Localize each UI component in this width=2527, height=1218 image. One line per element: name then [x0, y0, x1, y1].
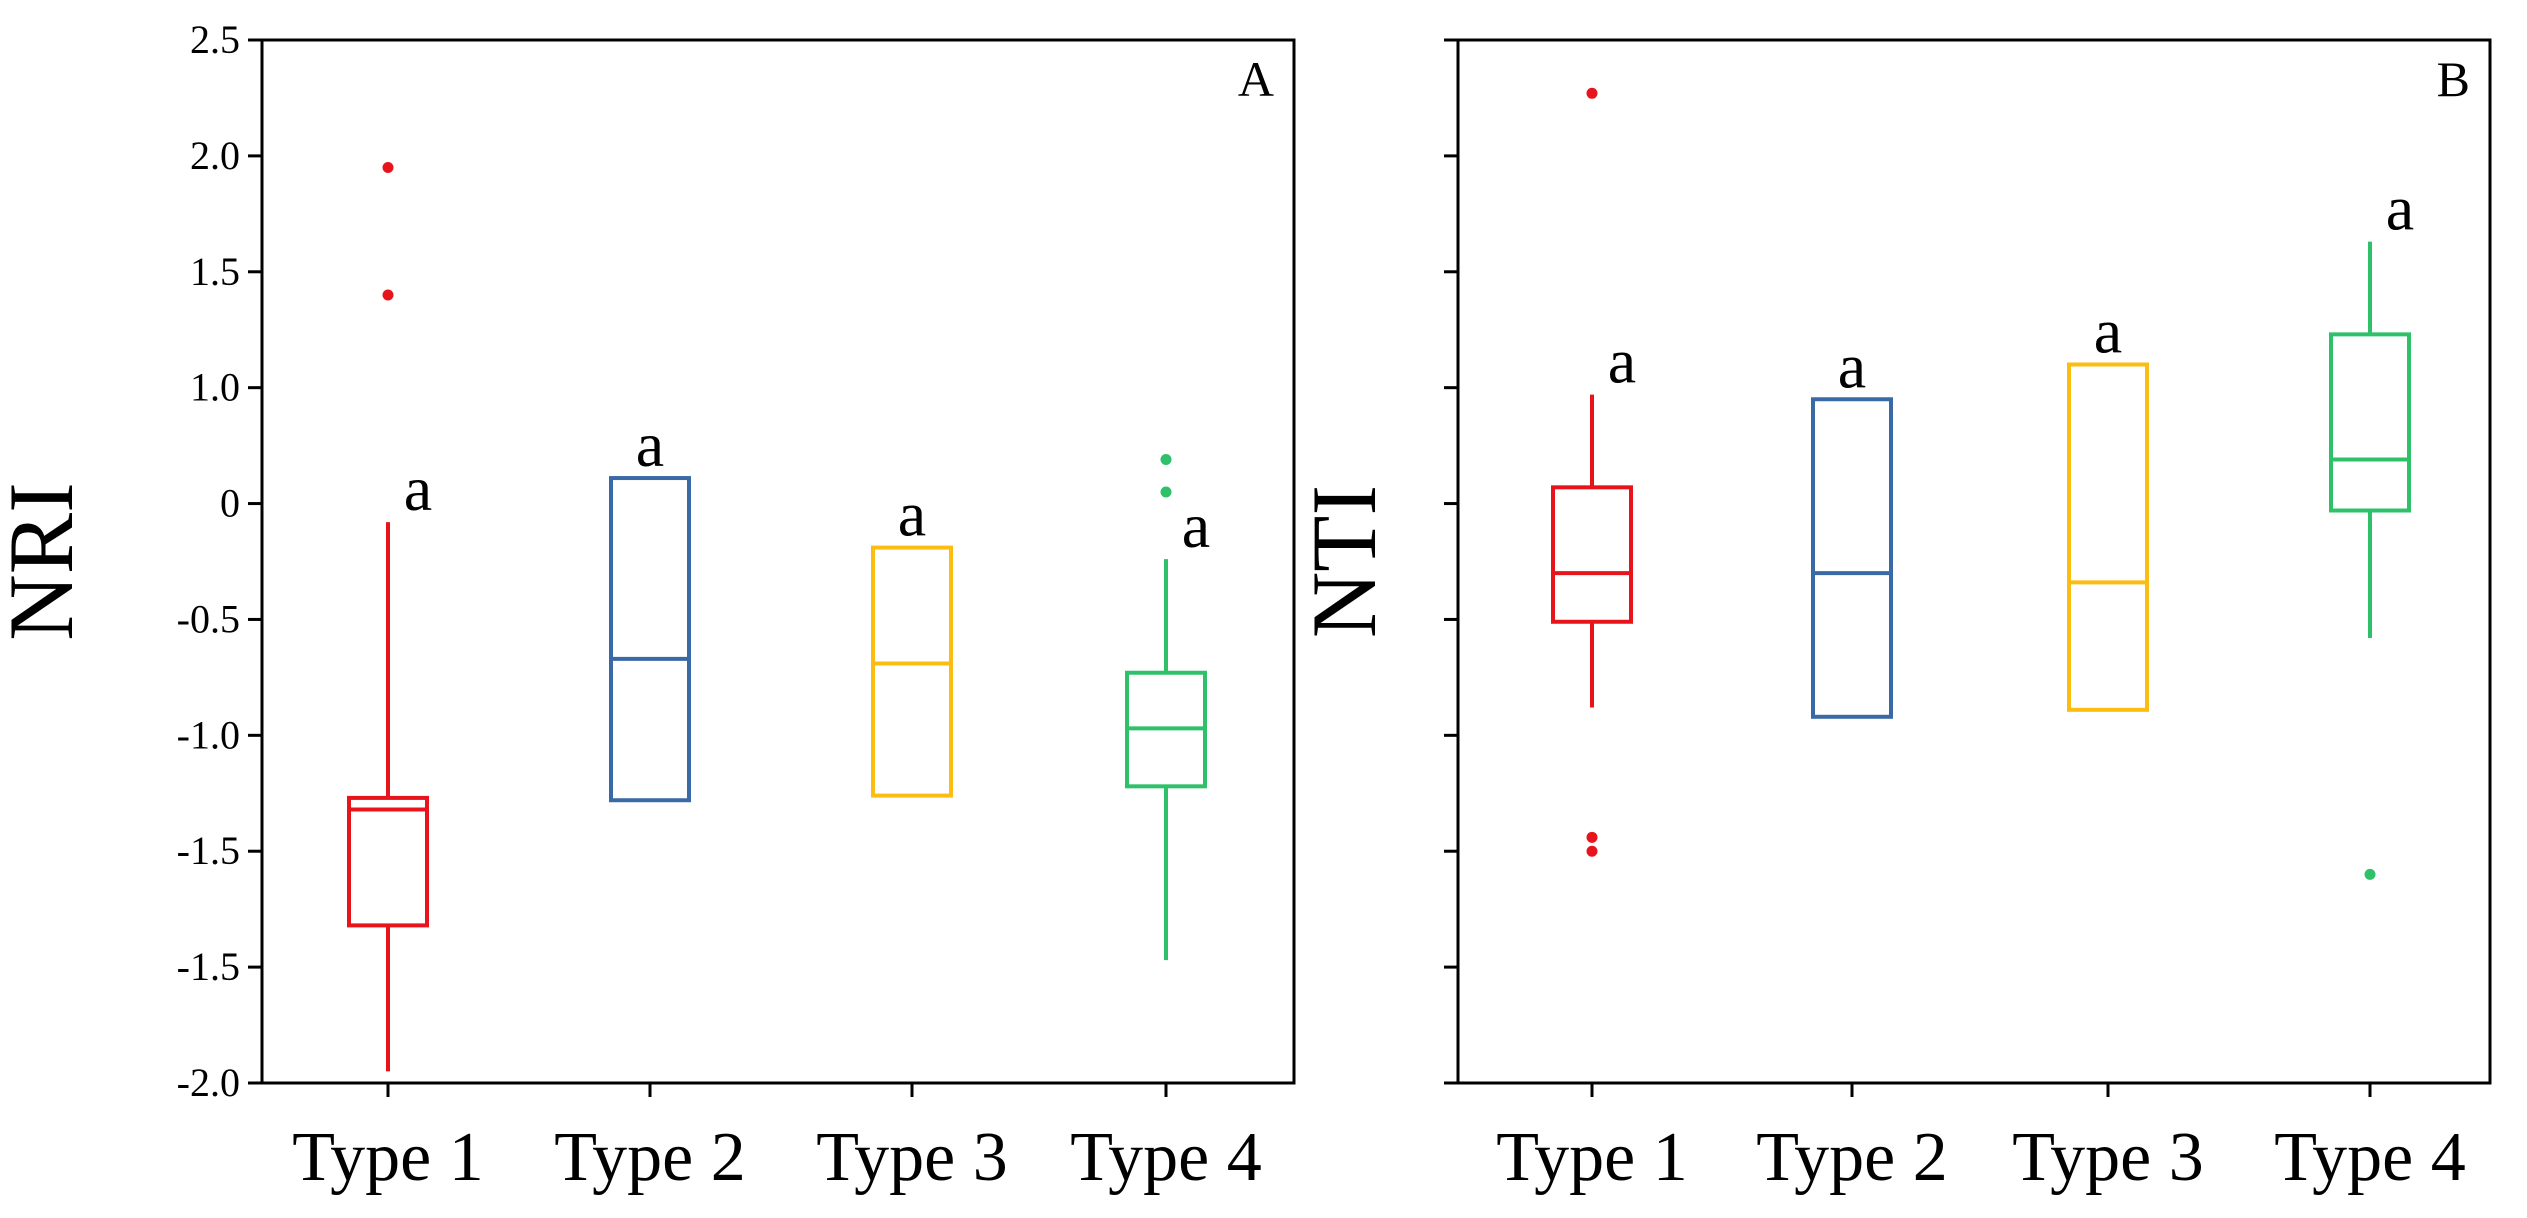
y-tick-label: 2.5	[190, 17, 240, 62]
iqr-box	[1551, 485, 1633, 624]
iqr-box	[1811, 397, 1893, 719]
significance-letter: a	[1608, 326, 1636, 397]
iqr-box	[871, 545, 953, 798]
y-tick-label: 2.0	[190, 133, 240, 178]
x-tick-label: Type 1	[1496, 1119, 1687, 1196]
outlier-point	[1160, 454, 1172, 466]
x-tick-label: Type 1	[292, 1119, 483, 1196]
significance-letter: a	[898, 479, 926, 550]
box-type-2: a	[609, 409, 691, 803]
iqr-box	[609, 476, 691, 803]
box-type-1: a	[1551, 87, 1636, 857]
y-tick-label: 1.0	[190, 365, 240, 410]
y-tick-label: 1.5	[190, 249, 240, 294]
significance-letter: a	[1182, 490, 1210, 561]
panel-label: A	[1238, 51, 1274, 107]
panel-a: 2.5 2.0 1.5 1.0 0 -0.5 -1.0 -1.5 -1.5 -2.0 Type 1 T…	[0, 17, 1296, 1196]
significance-letter: a	[1838, 330, 1866, 401]
y-tick-label: -0.5	[177, 596, 240, 641]
x-tick-label: Type 3	[2012, 1119, 2203, 1196]
y-tick-label: -2.0	[177, 1060, 240, 1105]
y-tick-label: -1.0	[177, 712, 240, 757]
x-tick-label: Type 4	[1070, 1119, 1261, 1196]
x-tick-label: Type 2	[1756, 1119, 1947, 1196]
outlier-point	[1586, 831, 1598, 843]
y-tick-label: -1.5	[177, 944, 240, 989]
box-type-2: a	[1811, 330, 1893, 719]
box-type-4: a	[1125, 454, 1210, 961]
box-type-4: a	[2329, 173, 2414, 880]
iqr-box	[2067, 362, 2149, 712]
panel-label: B	[2437, 51, 2470, 107]
outlier-point	[1160, 486, 1172, 498]
x-tick-label: Type 3	[816, 1119, 1007, 1196]
y-tick-label: -1.5	[177, 828, 240, 873]
box-type-3: a	[2067, 295, 2149, 712]
plot-frame	[1456, 38, 2492, 1085]
significance-letter: a	[2094, 295, 2122, 366]
box-type-1: a	[347, 161, 432, 1072]
outlier-point	[2364, 868, 2376, 880]
x-tick-label: Type 4	[2274, 1119, 2465, 1196]
outlier-point	[382, 161, 394, 173]
iqr-box	[2329, 332, 2411, 513]
y-axis-title: NTI	[1293, 485, 1395, 638]
iqr-box	[347, 795, 429, 928]
outlier-point	[382, 289, 394, 301]
x-tick-label: Type 2	[554, 1119, 745, 1196]
panel-b: Type 1 Type 2 Type 3 Type 4 NTI Ba a a a	[1293, 38, 2492, 1196]
outlier-point	[1586, 845, 1598, 857]
significance-letter: a	[2386, 173, 2414, 244]
significance-letter: a	[636, 409, 664, 480]
significance-letter: a	[404, 453, 432, 524]
outlier-point	[1586, 87, 1598, 99]
box-type-3: a	[871, 479, 953, 798]
y-axis-title: NRI	[0, 482, 92, 640]
plot-frame	[260, 38, 1296, 1085]
y-tick-label: 0	[220, 481, 240, 526]
